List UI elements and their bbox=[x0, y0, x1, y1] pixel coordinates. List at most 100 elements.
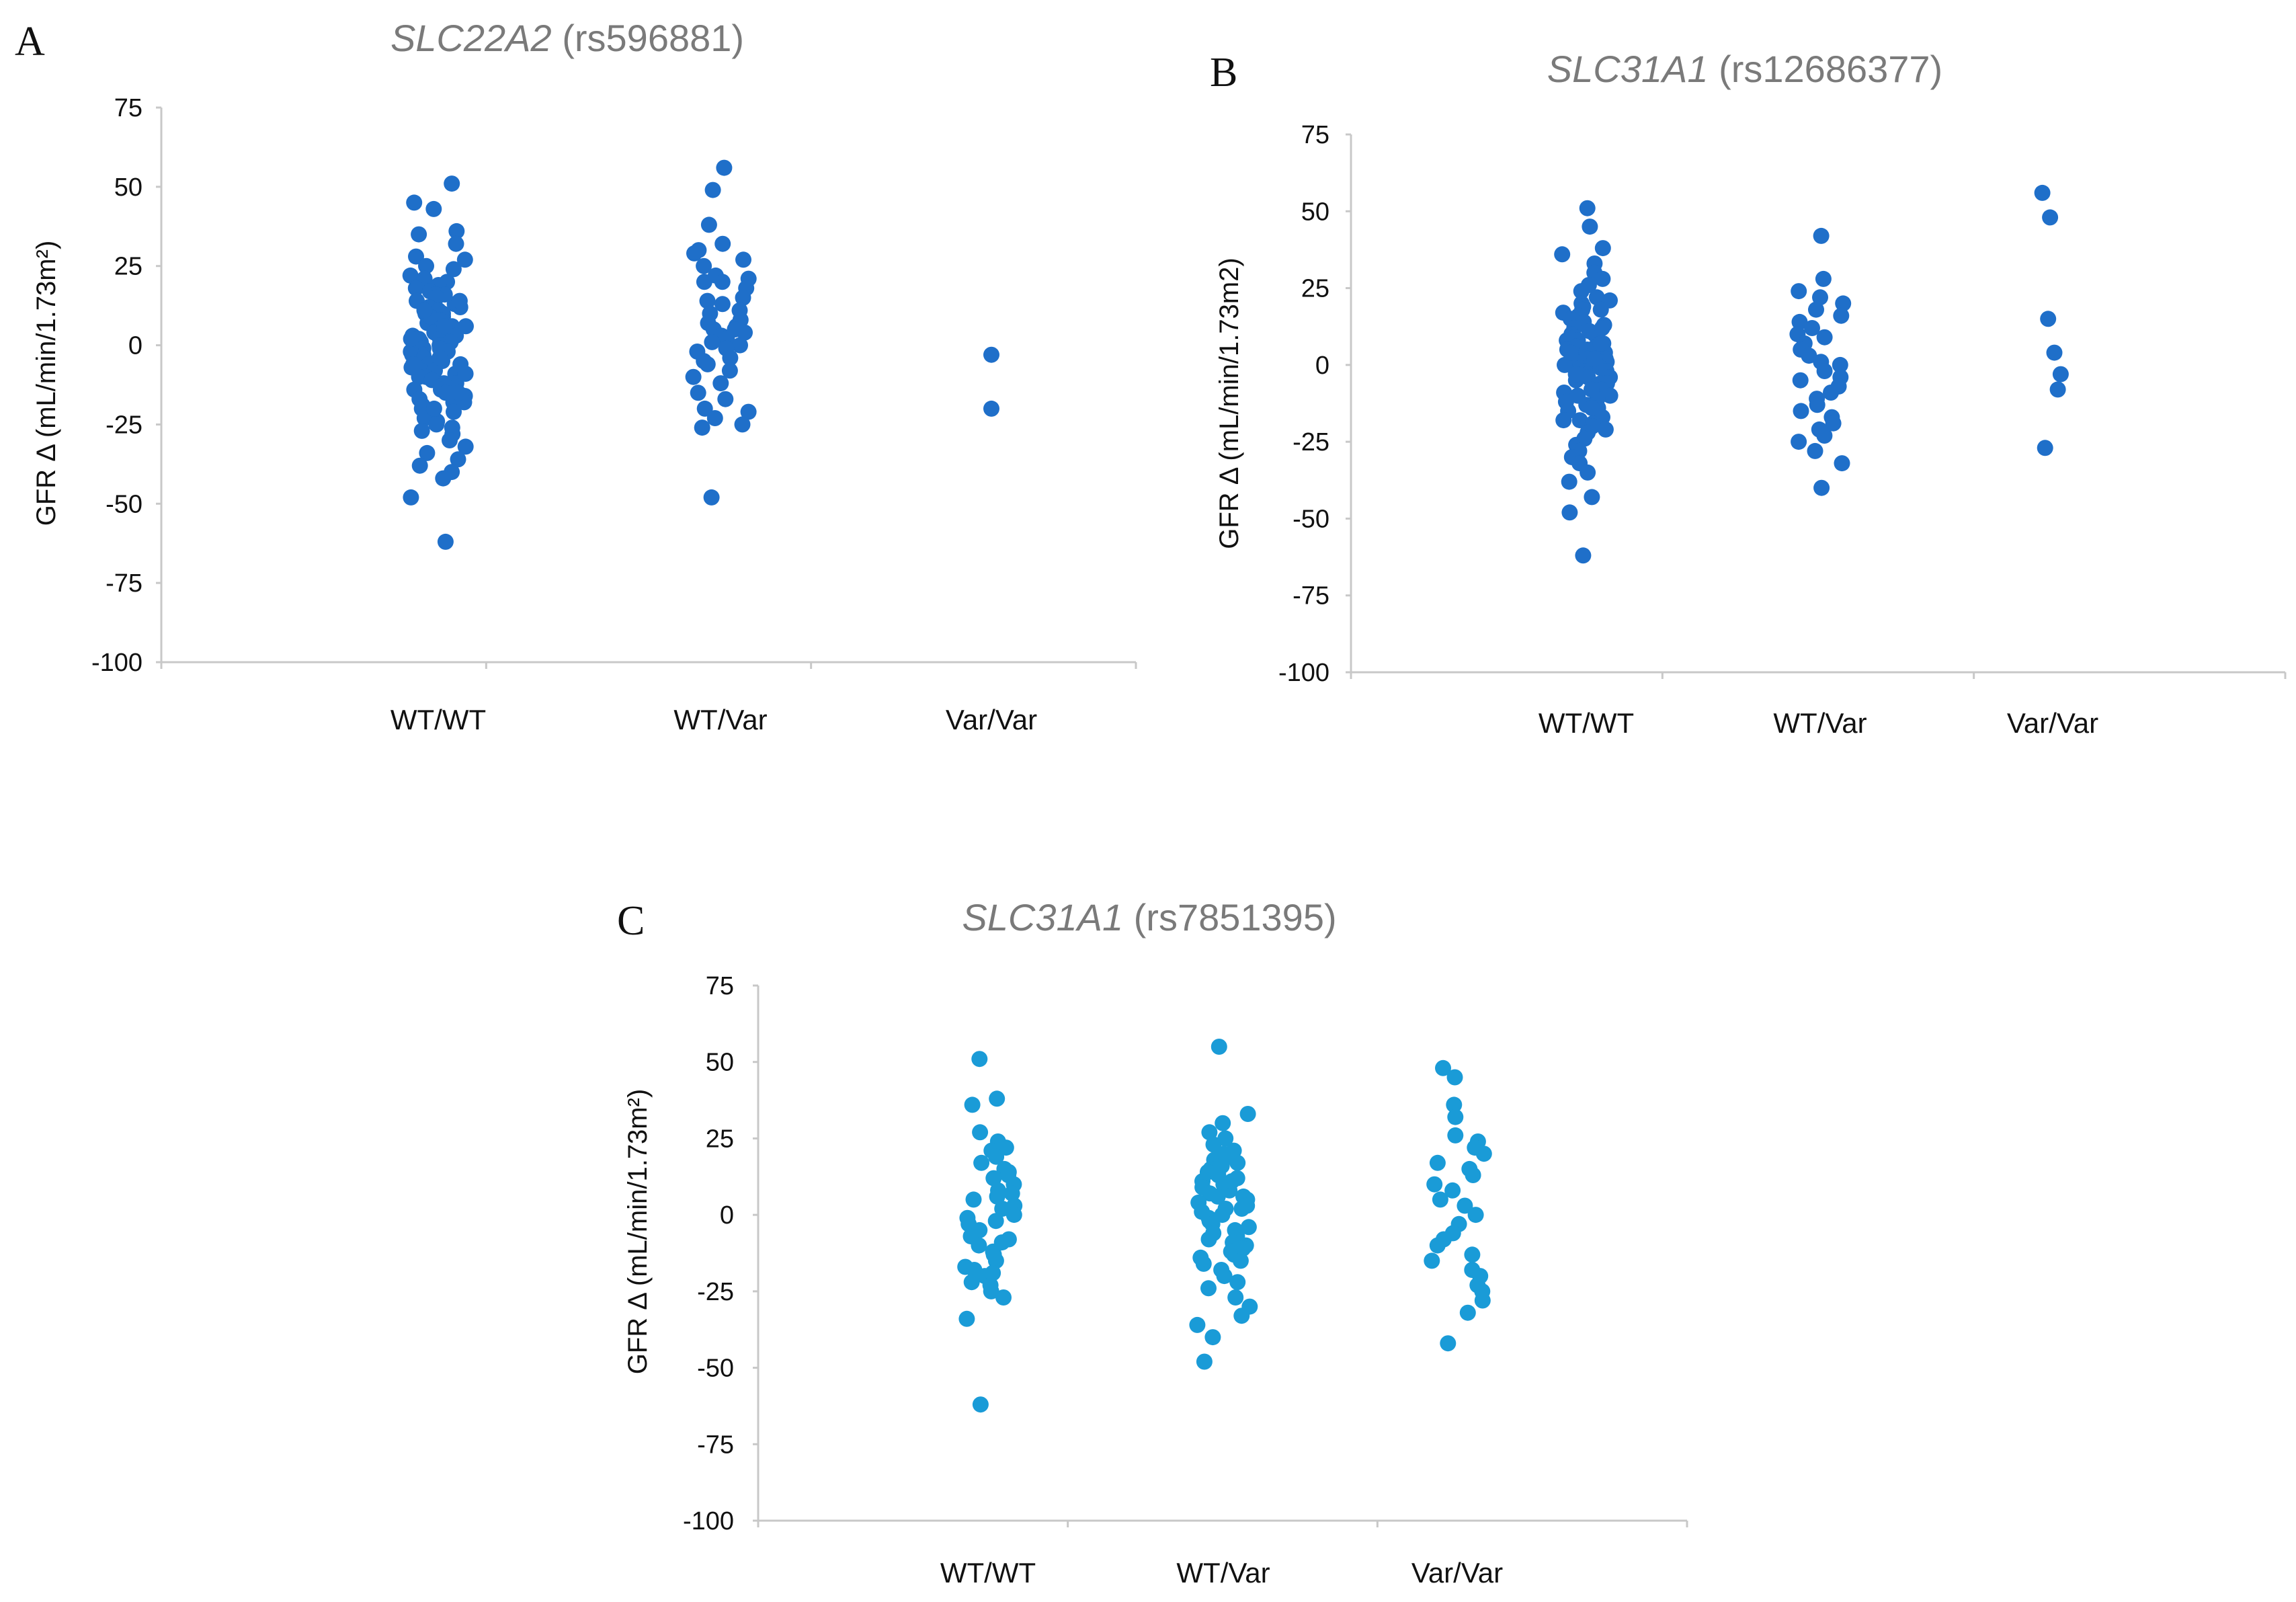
data-point bbox=[445, 261, 462, 278]
data-point bbox=[716, 159, 733, 176]
data-point bbox=[1426, 1176, 1443, 1193]
data-point bbox=[958, 1310, 975, 1327]
y-tick-labels: 75 50 25 0 -25 -50 -75 -100 bbox=[91, 94, 161, 677]
data-point bbox=[2049, 381, 2066, 398]
data-point bbox=[1580, 464, 1596, 481]
data-point bbox=[1240, 1219, 1257, 1236]
data-point bbox=[1597, 421, 1614, 438]
axes bbox=[757, 986, 1688, 1527]
data-point bbox=[1467, 1207, 1484, 1224]
data-point bbox=[965, 1191, 982, 1208]
data-point bbox=[987, 1252, 1004, 1269]
data-points bbox=[402, 159, 999, 550]
data-point bbox=[411, 457, 428, 474]
data-point bbox=[1816, 363, 1833, 379]
data-point bbox=[1825, 415, 1842, 432]
chart-title: SLC22A2 (rs596881) bbox=[391, 17, 744, 59]
data-point bbox=[425, 400, 442, 417]
data-point bbox=[1562, 344, 1579, 361]
data-point bbox=[411, 226, 427, 243]
data-point bbox=[1217, 1130, 1234, 1147]
data-point bbox=[712, 375, 729, 392]
data-point bbox=[1791, 434, 1807, 450]
data-point bbox=[1424, 1252, 1440, 1269]
data-point bbox=[406, 194, 423, 211]
y-tick-label: 0 bbox=[128, 332, 142, 360]
category-label: WT/WT bbox=[391, 704, 486, 735]
data-point bbox=[1201, 1124, 1218, 1141]
data-point bbox=[428, 416, 445, 433]
data-point bbox=[704, 182, 721, 198]
data-point bbox=[696, 274, 712, 290]
data-point bbox=[1447, 1109, 1464, 1125]
data-point bbox=[994, 1201, 1011, 1217]
data-point bbox=[435, 470, 452, 487]
data-point bbox=[402, 267, 419, 284]
data-point bbox=[1835, 295, 1852, 312]
data-point bbox=[451, 292, 468, 309]
data-point bbox=[1571, 412, 1588, 429]
y-tick-label: -75 bbox=[697, 1431, 734, 1459]
title-gene: SLC31A1 bbox=[1547, 48, 1709, 90]
y-tick-label: 50 bbox=[706, 1049, 734, 1077]
data-point bbox=[686, 245, 702, 262]
data-point bbox=[1567, 366, 1584, 383]
data-point bbox=[1432, 1191, 1448, 1208]
y-tick-labels: 75 50 25 0 -25 -50 -75 -100 bbox=[1278, 121, 1351, 687]
data-point bbox=[1196, 1353, 1213, 1370]
data-point bbox=[1809, 397, 1826, 413]
data-point bbox=[2040, 311, 2057, 327]
category-labels: WT/WT WT/Var Var/Var bbox=[391, 704, 1037, 735]
data-point bbox=[1189, 1316, 1206, 1333]
data-point bbox=[1557, 356, 1573, 373]
data-point bbox=[734, 416, 751, 433]
y-tick-label: 0 bbox=[1315, 352, 1329, 380]
category-labels: WT/WT WT/Var Var/Var bbox=[940, 1557, 1503, 1589]
data-point bbox=[696, 400, 713, 417]
data-point bbox=[425, 200, 442, 217]
data-point bbox=[995, 1289, 1012, 1306]
y-tick-label: -75 bbox=[1293, 582, 1329, 610]
data-point bbox=[1816, 329, 1833, 346]
y-tick-label: -75 bbox=[106, 569, 142, 598]
data-point bbox=[448, 223, 465, 239]
y-tick-label: 50 bbox=[1301, 198, 1329, 226]
title-gene: SLC31A1 bbox=[962, 896, 1123, 938]
chart-title: SLC31A1 (rs7851395) bbox=[962, 896, 1336, 938]
data-point bbox=[2052, 366, 2069, 383]
data-point bbox=[437, 533, 454, 550]
data-point bbox=[699, 292, 716, 309]
data-point bbox=[1584, 381, 1600, 398]
category-label: WT/Var bbox=[1773, 707, 1867, 739]
data-point bbox=[1573, 283, 1590, 300]
panel-letter: B bbox=[1210, 50, 1237, 95]
data-point bbox=[685, 368, 702, 385]
data-point bbox=[1804, 320, 1820, 336]
category-label: Var/Var bbox=[1411, 1557, 1503, 1589]
data-point bbox=[1216, 1268, 1233, 1285]
data-point bbox=[714, 296, 731, 313]
data-point bbox=[448, 235, 464, 252]
data-point bbox=[1833, 307, 1850, 324]
data-point bbox=[1233, 1308, 1250, 1324]
data-point bbox=[963, 1274, 980, 1291]
data-point bbox=[1793, 403, 1809, 419]
data-point bbox=[1224, 1148, 1240, 1165]
data-point bbox=[700, 216, 717, 233]
data-point bbox=[1586, 350, 1603, 367]
data-point bbox=[444, 175, 460, 192]
data-point bbox=[1229, 1274, 1246, 1291]
data-point bbox=[407, 280, 424, 296]
data-point bbox=[714, 235, 731, 252]
data-point bbox=[1584, 399, 1600, 416]
data-point bbox=[416, 302, 433, 319]
data-point bbox=[450, 451, 466, 468]
category-label: WT/Var bbox=[1176, 1557, 1270, 1589]
data-point bbox=[1815, 270, 1832, 287]
data-point bbox=[1816, 428, 1833, 444]
data-point bbox=[1440, 1335, 1457, 1352]
data-point bbox=[1832, 356, 1848, 373]
y-tick-label: 0 bbox=[720, 1201, 734, 1230]
data-point bbox=[732, 337, 748, 354]
data-point bbox=[690, 385, 706, 401]
